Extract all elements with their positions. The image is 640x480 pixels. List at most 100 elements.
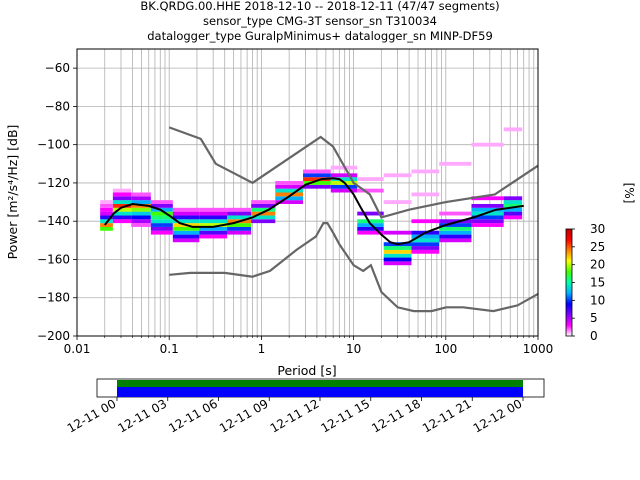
heatmap-cell xyxy=(227,207,252,212)
heatmap-cell xyxy=(150,219,173,224)
heatmap-cell xyxy=(357,226,384,231)
heatmap-cell xyxy=(131,196,151,201)
heatmap-cell xyxy=(172,230,200,235)
heatmap-cell xyxy=(503,203,523,208)
heatmap-cell xyxy=(503,215,523,220)
heatmap-cell xyxy=(199,223,228,227)
heatmap-cell xyxy=(131,215,151,220)
y-axis-ticks: −60 −80 −100 −120 −140 −160 −180 −200 xyxy=(37,61,77,343)
heatmap-cell xyxy=(275,184,304,189)
x-tick-label: 1 xyxy=(258,342,266,356)
heatmap-cell xyxy=(275,200,304,204)
x-axis-label: Period [s] xyxy=(277,363,336,378)
heatmap-cell xyxy=(471,207,504,212)
heatmap-cell xyxy=(227,230,252,235)
plot-area: 0.01 0.1 1 10 100 1000 −60 −80 −100 −120 −140 −160… xyxy=(5,48,554,378)
heatmap-cell xyxy=(150,211,173,216)
heatmap-cell xyxy=(227,223,252,227)
heatmap-cell xyxy=(199,207,228,212)
heatmap-cell xyxy=(100,223,113,227)
plot-background xyxy=(77,49,538,336)
chart-title: BK.QRDG.00.HHE 2018-12-10 -- 2018-12-11 … xyxy=(140,0,499,43)
colorbar-tick-label: 5 xyxy=(590,311,598,325)
heatmap-cell xyxy=(383,173,412,178)
heatmap-cell xyxy=(199,230,228,235)
heatmap-cell xyxy=(471,142,504,147)
heatmap-cell xyxy=(172,215,200,220)
x-axis-ticks: 0.01 0.1 1 10 100 1000 xyxy=(64,336,554,356)
heatmap-cell xyxy=(227,215,252,220)
heatmap-cell xyxy=(112,211,132,216)
heatmap-cell xyxy=(357,211,384,216)
heatmap-cell xyxy=(131,211,151,216)
x-tick-label: 0.01 xyxy=(64,342,91,356)
x-tick-label: 1000 xyxy=(523,342,554,356)
heatmap-cell xyxy=(357,219,384,224)
heatmap-cell xyxy=(439,161,472,166)
title-line-2: sensor_type CMG-3T sensor_sn T310034 xyxy=(203,14,437,28)
heatmap-cell xyxy=(330,177,358,182)
heatmap-cell xyxy=(439,230,472,235)
heatmap-cell xyxy=(383,253,412,258)
heatmap-cell xyxy=(150,223,173,227)
y-tick-label: −100 xyxy=(37,138,70,152)
low-noise-model-line xyxy=(169,222,539,313)
mode-curve-line xyxy=(104,177,524,246)
heatmap-cell xyxy=(100,200,113,204)
heatmap-cell xyxy=(411,234,440,239)
mode-curve xyxy=(104,177,524,246)
heatmap-cell xyxy=(112,192,132,197)
heatmap-cell xyxy=(503,200,523,204)
colorbar-tick-label: 20 xyxy=(590,258,605,272)
heatmap-cell xyxy=(303,169,331,174)
colorbar-tick-label: 15 xyxy=(590,276,605,290)
heatmap-cell xyxy=(131,219,151,224)
y-tick-label: −200 xyxy=(37,329,70,343)
high-noise-model-line xyxy=(168,126,539,219)
heatmap-cell xyxy=(383,249,412,254)
heatmap-cell xyxy=(383,230,412,235)
heatmap-cell xyxy=(172,238,200,243)
heatmap-cell xyxy=(383,257,412,262)
y-tick-label: −160 xyxy=(37,252,70,266)
heatmap-cell xyxy=(411,169,440,174)
heatmap-cell xyxy=(503,207,523,212)
heatmap-cell xyxy=(199,226,228,231)
heatmap-cell xyxy=(439,219,472,224)
heatmap-cell xyxy=(251,215,276,220)
heatmap-cell xyxy=(251,207,276,212)
heatmap-cell xyxy=(275,181,304,185)
y-tick-label: −140 xyxy=(37,214,70,228)
heatmap-cell xyxy=(303,173,331,178)
heatmap-cell xyxy=(411,249,440,254)
colorbar-tick-label: 25 xyxy=(590,240,605,254)
heatmap-cell xyxy=(100,203,113,208)
plot-frame xyxy=(76,48,539,337)
heatmap-cell xyxy=(471,203,504,208)
heatmap-cell xyxy=(411,246,440,250)
heatmap-cell xyxy=(303,177,331,182)
timeline-tick-label: 12-11 03 xyxy=(116,396,170,435)
heatmap-cell xyxy=(251,219,276,224)
heatmap-cell xyxy=(357,230,384,235)
heatmap-cell xyxy=(503,127,523,132)
heatmap-cell xyxy=(439,238,472,243)
colorbar-ticks: 0 5 10 15 20 25 30 xyxy=(572,222,605,343)
timeline-band-blue xyxy=(117,387,523,397)
timeline-tick-label: 12-11 18 xyxy=(369,396,423,435)
heatmap-cell xyxy=(251,200,276,204)
timeline-tick-label: 12-11 09 xyxy=(217,396,271,435)
heatmap-cell xyxy=(112,219,132,224)
y-tick-label: −180 xyxy=(37,291,70,305)
x-tick-label: 10 xyxy=(346,342,361,356)
heatmap-cell xyxy=(100,207,113,212)
heatmap-cell xyxy=(100,211,113,216)
colorbar-tick-label: 0 xyxy=(590,329,598,343)
heatmap-cell xyxy=(131,200,151,204)
heatmap-cell xyxy=(383,200,412,204)
heatmap-cell xyxy=(172,234,200,239)
timeline-tick-label: 12-11 15 xyxy=(319,396,373,435)
heatmap-cell xyxy=(150,203,173,208)
heatmap-cell xyxy=(227,211,252,216)
